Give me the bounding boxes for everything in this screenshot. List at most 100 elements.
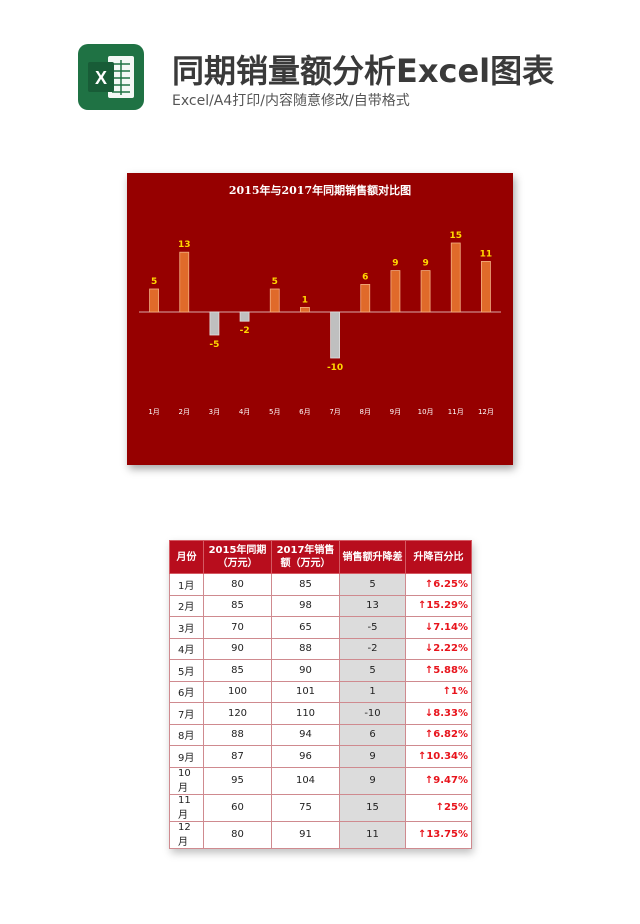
table-row: 6月 100 101 1 ↑1% xyxy=(169,680,472,703)
cell-diff: 5 xyxy=(339,573,406,596)
cell-2015: 70 xyxy=(203,616,272,639)
table-row: 8月 88 94 6 ↑6.82% xyxy=(169,723,472,746)
cell-month: 5月 xyxy=(169,659,204,682)
cell-2015: 88 xyxy=(203,723,272,746)
table-row: 10月 95 104 9 ↑9.47% xyxy=(169,766,472,795)
x-tick-label: 2月 xyxy=(179,408,190,416)
table-row: 9月 87 96 9 ↑10.34% xyxy=(169,745,472,768)
data-label: -5 xyxy=(209,340,219,350)
data-label: 13 xyxy=(178,240,191,250)
cell-2017: 90 xyxy=(271,659,340,682)
cell-2017: 85 xyxy=(271,573,340,596)
cell-month: 3月 xyxy=(169,616,204,639)
cell-2015: 87 xyxy=(203,745,272,768)
cell-2017: 98 xyxy=(271,594,340,617)
x-tick-label: 1月 xyxy=(148,408,159,416)
table-row: 5月 85 90 5 ↑5.88% xyxy=(169,659,472,682)
bar-12月 xyxy=(481,261,491,313)
cell-diff: -2 xyxy=(339,637,406,660)
cell-diff: 6 xyxy=(339,723,406,746)
cell-percent: ↑9.47% xyxy=(405,766,472,795)
cell-2015: 80 xyxy=(203,820,272,849)
chart-title: 2015年与2017年同期销售额对比图 xyxy=(228,184,412,197)
data-label: 15 xyxy=(449,231,462,241)
header-diff: 销售额升降差 xyxy=(339,540,406,574)
header-month: 月份 xyxy=(169,540,204,574)
bar-5月 xyxy=(269,288,280,313)
cell-month: 1月 xyxy=(169,573,204,596)
cell-2017: 101 xyxy=(271,680,340,703)
cell-month: 7月 xyxy=(169,702,204,725)
cell-2015: 80 xyxy=(203,573,272,596)
x-tick-label: 10月 xyxy=(418,408,434,416)
cell-month: 8月 xyxy=(169,723,204,746)
bar-6月 xyxy=(300,306,310,313)
x-tick-label: 7月 xyxy=(329,408,340,416)
cell-diff: 11 xyxy=(339,820,406,849)
cell-2017: 104 xyxy=(271,766,340,795)
cell-month: 11月 xyxy=(169,793,204,822)
cell-2017: 75 xyxy=(271,793,340,822)
data-label: 1 xyxy=(302,295,308,305)
cell-2017: 94 xyxy=(271,723,340,746)
cell-2015: 85 xyxy=(203,659,272,682)
x-tick-label: 4月 xyxy=(239,408,250,416)
data-label: 9 xyxy=(392,259,398,269)
cell-month: 4月 xyxy=(169,637,204,660)
data-label: 11 xyxy=(480,249,493,259)
table-row: 12月 80 91 11 ↑13.75% xyxy=(169,820,472,849)
x-tick-label: 12月 xyxy=(478,408,494,416)
cell-2017: 91 xyxy=(271,820,340,849)
bar-3月 xyxy=(209,311,220,336)
cell-2015: 120 xyxy=(203,702,272,725)
header-2015: 2015年同期（万元） xyxy=(203,540,272,574)
cell-month: 6月 xyxy=(169,680,204,703)
cell-percent: ↑13.75% xyxy=(405,820,472,849)
cell-percent: ↓7.14% xyxy=(405,616,472,639)
cell-2015: 100 xyxy=(203,680,272,703)
cell-2017: 88 xyxy=(271,637,340,660)
data-label: -2 xyxy=(240,326,250,336)
x-tick-label: 8月 xyxy=(360,408,371,416)
cell-2015: 60 xyxy=(203,793,272,822)
cell-percent: ↑6.82% xyxy=(405,723,472,746)
bar-9月 xyxy=(390,270,401,313)
x-tick-label: 9月 xyxy=(390,408,401,416)
page-subtitle: Excel/A4打印/内容随意修改/自带格式 xyxy=(172,93,410,109)
table-row: 3月 70 65 -5 ↓7.14% xyxy=(169,616,472,639)
cell-percent: ↑5.88% xyxy=(405,659,472,682)
x-tick-label: 5月 xyxy=(269,408,280,416)
cell-month: 12月 xyxy=(169,820,204,849)
cell-diff: 9 xyxy=(339,766,406,795)
cell-month: 9月 xyxy=(169,745,204,768)
data-label: 9 xyxy=(422,259,428,269)
bar-8月 xyxy=(360,284,371,313)
header-percent: 升降百分比 xyxy=(405,540,472,574)
data-label: 6 xyxy=(362,272,368,282)
cell-percent: ↓8.33% xyxy=(405,702,472,725)
data-label: 5 xyxy=(272,277,278,287)
cell-percent: ↓2.22% xyxy=(405,637,472,660)
bar-1月 xyxy=(149,288,159,313)
cell-2017: 110 xyxy=(271,702,340,725)
table-row: 4月 90 88 -2 ↓2.22% xyxy=(169,637,472,660)
x-tick-label: 11月 xyxy=(448,408,464,416)
cell-2015: 90 xyxy=(203,637,272,660)
x-tick-label: 6月 xyxy=(299,408,310,416)
logo-letter: X xyxy=(95,68,107,88)
bar-4月 xyxy=(239,311,250,322)
cell-diff: 1 xyxy=(339,680,406,703)
cell-diff: 15 xyxy=(339,793,406,822)
table-row: 11月 60 75 15 ↑25% xyxy=(169,793,472,822)
excel-logo-icon: X xyxy=(78,44,144,110)
header-2017: 2017年销售额（万元） xyxy=(271,540,340,574)
cell-2015: 85 xyxy=(203,594,272,617)
cell-percent: ↑1% xyxy=(405,680,472,703)
data-label: -10 xyxy=(327,363,343,373)
x-tick-label: 3月 xyxy=(209,408,220,416)
cell-diff: -10 xyxy=(339,702,406,725)
cell-percent: ↑15.29% xyxy=(405,594,472,617)
table-row: 2月 85 98 13 ↑15.29% xyxy=(169,594,472,617)
cell-2017: 96 xyxy=(271,745,340,768)
table-header-row: 月份 2015年同期（万元） 2017年销售额（万元） 销售额升降差 升降百分比 xyxy=(169,540,472,574)
